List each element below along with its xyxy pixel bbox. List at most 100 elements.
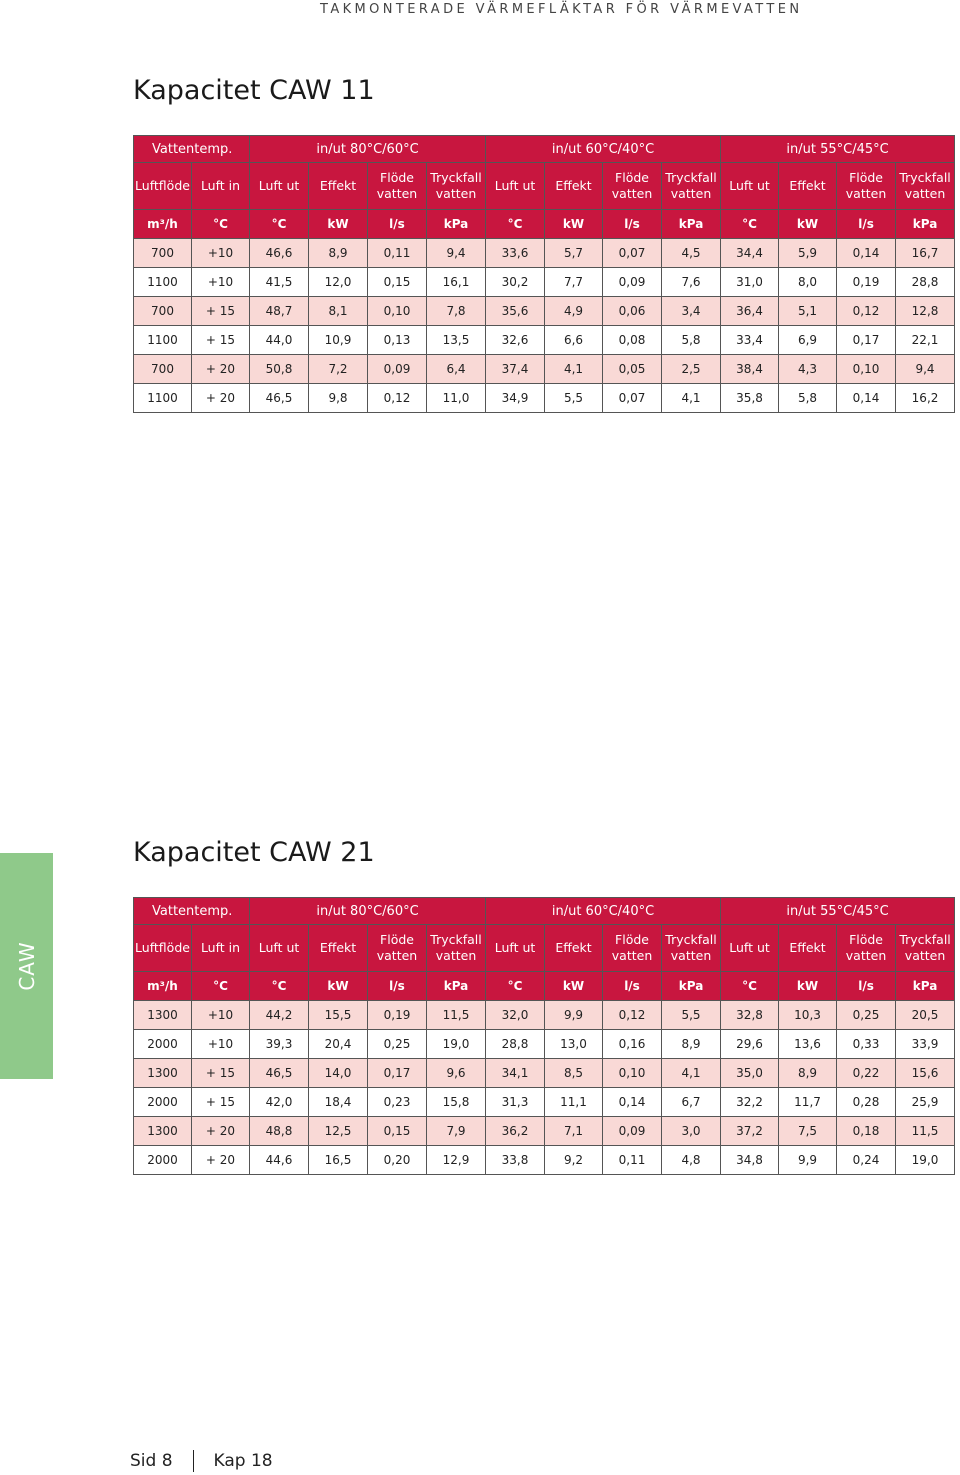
- table-cell: 0,14: [836, 238, 897, 268]
- unit-cell: kW: [778, 971, 838, 1001]
- table-cell: 11,5: [425, 1000, 487, 1030]
- column-header: Luft in: [191, 162, 250, 210]
- column-header: Flöde vatten: [602, 924, 663, 972]
- table-cell: 0,12: [602, 1000, 663, 1030]
- table-row: 1300 + 15 46,5 14,0 0,17 9,6 34,1 8,5 0,10 4,1 35,…: [133, 1058, 956, 1088]
- unit-cell: l/s: [836, 209, 897, 239]
- table-cell: 0,07: [602, 383, 663, 413]
- table-cell: 12,8: [895, 296, 956, 326]
- table-cell: 0,11: [367, 238, 427, 268]
- group-label: Vattentemp.: [133, 135, 250, 163]
- table-cell: 1300: [133, 1116, 192, 1146]
- table-cell: 2,5: [661, 354, 722, 384]
- table-cell: 42,0: [249, 1087, 309, 1117]
- table-cell: 7,8: [425, 296, 487, 326]
- group-header: in/ut 60°C/40°C: [485, 135, 722, 163]
- capacity-table-caw21: Vattentemp. in/ut 80°C/60°C in/ut 60°C/40°…: [133, 897, 956, 1175]
- table-cell: 30,2: [485, 267, 546, 297]
- table-cell: 44,6: [249, 1145, 309, 1175]
- table-cell: 5,1: [778, 296, 838, 326]
- table-cell: 0,15: [367, 1116, 427, 1146]
- table-cell: 0,12: [367, 383, 427, 413]
- table-cell: 20,5: [895, 1000, 956, 1030]
- table-cell: 34,1: [485, 1058, 546, 1088]
- column-header-row: Luftflöde Luft in Luft ut Effekt Flöde vatte…: [133, 924, 956, 972]
- table-cell: 16,1: [425, 267, 487, 297]
- table-cell: 0,09: [367, 354, 427, 384]
- table-cell: 0,11: [602, 1145, 663, 1175]
- unit-cell: °C: [249, 971, 309, 1001]
- column-header: Effekt: [308, 924, 368, 972]
- unit-cell: °C: [191, 971, 250, 1001]
- table-cell: 12,9: [425, 1145, 487, 1175]
- column-header: Luftflöde: [133, 162, 192, 210]
- table-cell: 10,3: [778, 1000, 838, 1030]
- unit-cell: kW: [308, 209, 368, 239]
- table-cell: 33,8: [485, 1145, 546, 1175]
- table-cell: 35,6: [485, 296, 546, 326]
- table-cell: 16,7: [895, 238, 956, 268]
- table-title-caw21: Kapacitet CAW 21: [133, 837, 375, 868]
- table-cell: 0,19: [367, 1000, 427, 1030]
- unit-cell: kPa: [661, 971, 722, 1001]
- column-header: Flöde vatten: [367, 924, 427, 972]
- table-cell: 0,07: [602, 238, 663, 268]
- table-cell: 8,9: [778, 1058, 838, 1088]
- table-cell: 11,7: [778, 1087, 838, 1117]
- table-cell: 46,5: [249, 383, 309, 413]
- table-cell: 9,4: [895, 354, 956, 384]
- table-cell: 41,5: [249, 267, 309, 297]
- footer-page: Sid 8: [130, 1451, 173, 1471]
- column-header: Tryckfall vatten: [425, 162, 487, 210]
- unit-cell: °C: [485, 209, 546, 239]
- table-cell: 8,1: [308, 296, 368, 326]
- table-cell: 44,2: [249, 1000, 309, 1030]
- table-cell: 48,7: [249, 296, 309, 326]
- table-cell: 37,4: [485, 354, 546, 384]
- table-row: 700 + 20 50,8 7,2 0,09 6,4 37,4 4,1 0,05 2,5 38,4 4…: [133, 354, 956, 384]
- unit-cell: kW: [544, 209, 604, 239]
- unit-cell: kPa: [895, 209, 956, 239]
- table-cell: 700: [133, 354, 192, 384]
- table-cell: 32,8: [720, 1000, 780, 1030]
- table-cell: 0,28: [836, 1087, 897, 1117]
- table-cell: 22,1: [895, 325, 956, 355]
- table-cell: 8,9: [661, 1029, 722, 1059]
- table-cell: 32,2: [720, 1087, 780, 1117]
- table-cell: 25,9: [895, 1087, 956, 1117]
- column-header: Luft ut: [720, 924, 780, 972]
- table-row: 700 + 15 48,7 8,1 0,10 7,8 35,6 4,9 0,06 3,4 36,4 5…: [133, 296, 956, 326]
- section-side-tab[interactable]: CAW: [0, 853, 53, 1079]
- column-header: Flöde vatten: [836, 924, 897, 972]
- table-cell: 9,4: [425, 238, 487, 268]
- table-cell: 0,14: [836, 383, 897, 413]
- table-title-caw11: Kapacitet CAW 11: [133, 75, 375, 106]
- unit-cell: l/s: [367, 971, 427, 1001]
- table-row: 1100 + 20 46,5 9,8 0,12 11,0 34,9 5,5 0,07 4,1 35,…: [133, 383, 956, 413]
- table-cell: 19,0: [425, 1029, 487, 1059]
- table-cell: 8,0: [778, 267, 838, 297]
- unit-row: m³/h °C °C kW l/s kPa °C kW l/s kPa °C kW l/s kPa: [133, 971, 956, 1001]
- table-cell: 50,8: [249, 354, 309, 384]
- unit-cell: kPa: [425, 209, 487, 239]
- table-cell: 13,6: [778, 1029, 838, 1059]
- table-cell: 6,4: [425, 354, 487, 384]
- table-cell: + 20: [191, 1145, 250, 1175]
- page-footer: Sid 8 Kap 18: [130, 1450, 273, 1472]
- column-header: Luft ut: [720, 162, 780, 210]
- table-cell: 0,18: [836, 1116, 897, 1146]
- table-cell: 700: [133, 296, 192, 326]
- table-cell: 1100: [133, 267, 192, 297]
- table-row: 1300 +10 44,2 15,5 0,19 11,5 32,0 9,9 0,12 5,5 32,…: [133, 1000, 956, 1030]
- table-cell: 0,14: [602, 1087, 663, 1117]
- table-cell: 12,0: [308, 267, 368, 297]
- column-header: Flöde vatten: [836, 162, 897, 210]
- table-cell: 48,8: [249, 1116, 309, 1146]
- unit-cell: kW: [308, 971, 368, 1001]
- table-cell: 6,7: [661, 1087, 722, 1117]
- group-header-row: Vattentemp. in/ut 80°C/60°C in/ut 60°C/40°…: [133, 135, 956, 163]
- table-row: 700 +10 46,6 8,9 0,11 9,4 33,6 5,7 0,07 4,5 34,4 5,…: [133, 238, 956, 268]
- table-row: 1100 + 15 44,0 10,9 0,13 13,5 32,6 6,6 0,08 5,8 33…: [133, 325, 956, 355]
- footer-separator: [192, 1450, 194, 1472]
- table-cell: +10: [191, 1000, 250, 1030]
